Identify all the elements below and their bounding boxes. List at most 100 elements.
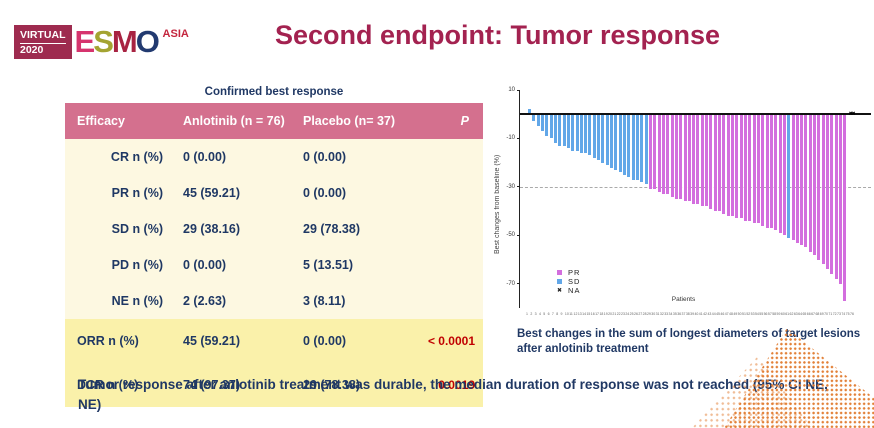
y-tick-mark (517, 89, 520, 91)
patient-number: 62 (789, 312, 794, 316)
waterfall-chart: Best changes from baseline (%) 10 -10 -30 -… (493, 87, 874, 328)
y-tick-mark (517, 186, 520, 188)
header-efficacy: Efficacy (77, 114, 125, 128)
row-label: DCR n (%) (77, 378, 139, 392)
patient-number: 61 (785, 312, 790, 316)
virtual-2020-badge: VIRTUAL 2020 (14, 25, 72, 59)
legend-label: NA (568, 286, 581, 295)
y-tick-label: -30 (506, 183, 515, 190)
placebo-value: 0 (0.00) (303, 334, 347, 348)
waterfall-bar (575, 114, 579, 151)
placebo-value: 3 (8.11) (303, 294, 346, 308)
waterfall-bar (666, 114, 670, 195)
placebo-value: 5 (13.51) (303, 258, 354, 272)
patient-number: 21 (612, 312, 617, 316)
patient-number: 67 (811, 312, 816, 316)
patient-number: 19 (603, 312, 608, 316)
legend-item-na: ✖ NA (557, 286, 580, 295)
plot-area: 10 -10 -30 -50 -70 ✖✖ (506, 87, 871, 308)
waterfall-bar (683, 114, 687, 202)
reference-line-minus30 (520, 186, 871, 188)
patient-number: 63 (793, 312, 798, 316)
waterfall-bar (549, 114, 553, 139)
patient-number: 51 (742, 312, 746, 316)
waterfall-bar (700, 114, 704, 207)
waterfall-bar (752, 114, 756, 224)
patient-number: 27 (638, 312, 643, 316)
patient-number: 52 (746, 312, 751, 316)
patient-number: 69 (819, 312, 824, 316)
waterfall-bar (731, 114, 735, 216)
patient-number: 28 (642, 312, 647, 316)
table-row-orr: ORR n (%) 45 (59.21) 0 (0.00) < 0.0001 (65, 319, 483, 363)
patient-number: 58 (772, 312, 777, 316)
legend-item-pr: PR (557, 268, 580, 277)
waterfall-bar (670, 114, 674, 197)
placebo-value: 0 (0.00) (303, 150, 347, 164)
virtual-label: VIRTUAL (20, 29, 66, 44)
waterfall-bar (791, 114, 795, 241)
patient-number: 44 (711, 312, 716, 316)
waterfall-bar (705, 114, 709, 207)
table-row-cr: CR n (%) 0 (0.00) 0 (0.00) (65, 139, 483, 175)
waterfall-bar (744, 114, 747, 221)
waterfall-bar (553, 114, 557, 144)
y-axis-label: Best changes from baseline (%) (494, 154, 501, 254)
anlotinib-value: 45 (59.21) (183, 334, 240, 348)
patient-number: 6 (547, 312, 550, 316)
patient-number: 29 (646, 312, 651, 316)
patient-number: 56 (763, 312, 768, 316)
waterfall-bar (558, 114, 562, 146)
legend-label: PR (568, 268, 581, 277)
anlotinib-value: 74 (97.37) (183, 378, 240, 392)
y-tick-mark (517, 234, 520, 236)
waterfall-bar (748, 114, 752, 221)
patient-number: 57 (767, 312, 772, 316)
waterfall-bar (566, 114, 570, 149)
esmo-letter-s: S (93, 24, 114, 59)
legend-label: SD (568, 277, 581, 286)
patient-number: 70 (824, 312, 828, 316)
zero-baseline (520, 113, 871, 116)
x-axis-label: Patients (671, 296, 696, 303)
waterfall-bar (804, 114, 808, 248)
patient-number: 49 (733, 312, 738, 316)
waterfall-bar (765, 114, 769, 229)
waterfall-bar (601, 114, 605, 163)
x-axis-tick-numbers: 1 2 3 4 5 6 7 8 9 10 11 12 13 14 15 16 17 18 19 20 21 22 23 24 2… (526, 312, 870, 318)
anlotinib-value: 2 (2.63) (183, 294, 227, 308)
anlotinib-value: 0 (0.00) (183, 150, 227, 164)
esmo-wordmark: ESMO ASIA (75, 24, 189, 59)
waterfall-bar (696, 114, 700, 204)
patient-number: 55 (759, 312, 764, 316)
patient-number: 14 (582, 312, 587, 316)
placebo-value: 29 (78.38) (303, 378, 360, 392)
table-row-dcr: DCR n (%) 74 (97.37) 29 (78.38) 0.0019 (65, 363, 483, 407)
patient-number: 40 (694, 312, 699, 316)
waterfall-bar (644, 114, 648, 185)
header-anlotinib: Anlotinib (n = 76) (183, 114, 285, 128)
header-p-value: P (460, 114, 469, 128)
patient-number: 9 (560, 312, 563, 316)
waterfall-bar (653, 114, 657, 190)
waterfall-bar (657, 114, 661, 192)
row-label: ORR n (%) (77, 334, 139, 348)
placebo-value: 29 (78.38) (303, 222, 360, 236)
waterfall-bar (679, 114, 683, 199)
table-caption: Confirmed best response (204, 86, 344, 98)
y-tick-mark (517, 137, 520, 139)
waterfall-bar (800, 114, 804, 246)
row-label: CR n (%) (110, 150, 163, 164)
waterfall-bar (713, 114, 717, 212)
anlotinib-value: 0 (0.00) (183, 258, 227, 272)
patient-number: 73 (837, 312, 841, 316)
patient-number: 7 (551, 312, 554, 316)
patient-number: 41 (698, 312, 703, 316)
patient-number: 38 (685, 312, 690, 316)
y-tick-label: -50 (506, 232, 515, 239)
y-tick-mark (517, 283, 520, 285)
p-value: < 0.0001 (427, 334, 475, 348)
patient-number: 24 (625, 312, 630, 316)
patient-number: 48 (729, 312, 733, 316)
table-row-sd: SD n (%) 29 (38.16) 29 (78.38) (65, 211, 483, 247)
